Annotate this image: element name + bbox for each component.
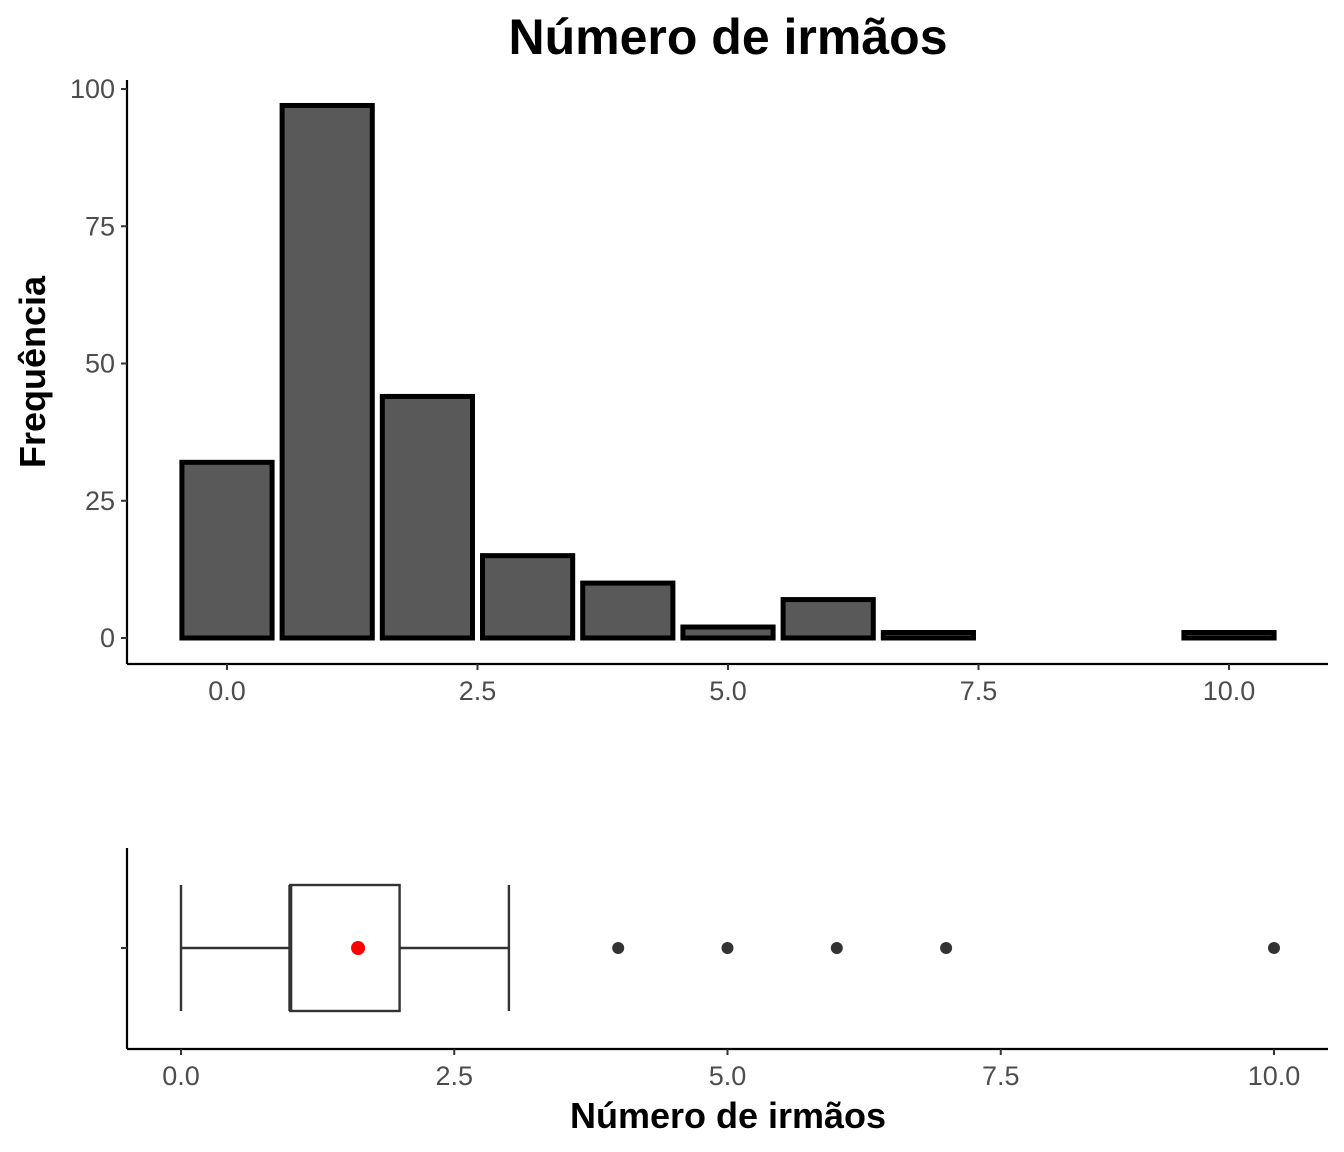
boxplot-x-tick-label: 5.0 bbox=[709, 1061, 747, 1091]
histogram-x-tick-label: 5.0 bbox=[709, 676, 747, 706]
boxplot-x-tick-label: 7.5 bbox=[982, 1061, 1020, 1091]
boxplot-x-axis-title: Número de irmãos bbox=[570, 1095, 886, 1136]
histogram-y-tick-label: 25 bbox=[85, 486, 115, 516]
histogram-y-axis-title: Frequência bbox=[12, 275, 53, 468]
boxplot-x-tick-label: 0.0 bbox=[162, 1061, 200, 1091]
histogram-panel: 0 25 50 75 100 0.0 2.5 5.0 7.5 10.0 bbox=[70, 74, 1328, 706]
histogram-x-tick-label: 0.0 bbox=[208, 676, 246, 706]
boxplot-outlier-point bbox=[721, 942, 734, 954]
histogram-x-tick-label: 7.5 bbox=[960, 676, 998, 706]
chart-title: Número de irmãos bbox=[508, 9, 947, 65]
histogram-y-tick-label: 75 bbox=[85, 211, 115, 241]
histogram-bar bbox=[780, 597, 876, 641]
boxplot-outlier-point bbox=[612, 942, 625, 954]
histogram-bar bbox=[379, 393, 475, 641]
boxplot-outlier-point bbox=[830, 942, 843, 954]
boxplot-outlier-point bbox=[940, 942, 953, 954]
boxplot-panel: 0.0 2.5 5.0 7.5 10.0 bbox=[121, 848, 1328, 1091]
histogram-x-tick-label: 2.5 bbox=[459, 676, 497, 706]
boxplot-outlier-point bbox=[1268, 942, 1280, 954]
boxplot-x-tick-label: 2.5 bbox=[435, 1061, 473, 1091]
boxplot-x-tick-label: 10.0 bbox=[1248, 1061, 1301, 1091]
histogram-y-tick-label: 0 bbox=[100, 623, 115, 653]
histogram-y-tick-label: 100 bbox=[70, 74, 115, 104]
histogram-bar bbox=[880, 630, 976, 641]
histogram-bar bbox=[480, 553, 576, 641]
histogram-bar bbox=[680, 624, 776, 641]
boxplot-mean-point bbox=[351, 941, 366, 955]
histogram-y-tick-label: 50 bbox=[85, 349, 115, 379]
histogram-bar bbox=[1181, 630, 1277, 641]
histogram-bar bbox=[179, 459, 275, 641]
histogram-bar bbox=[580, 580, 676, 641]
histogram-x-tick-label: 10.0 bbox=[1203, 676, 1256, 706]
histogram-bar bbox=[279, 102, 375, 641]
boxplot-box bbox=[289, 883, 401, 1013]
